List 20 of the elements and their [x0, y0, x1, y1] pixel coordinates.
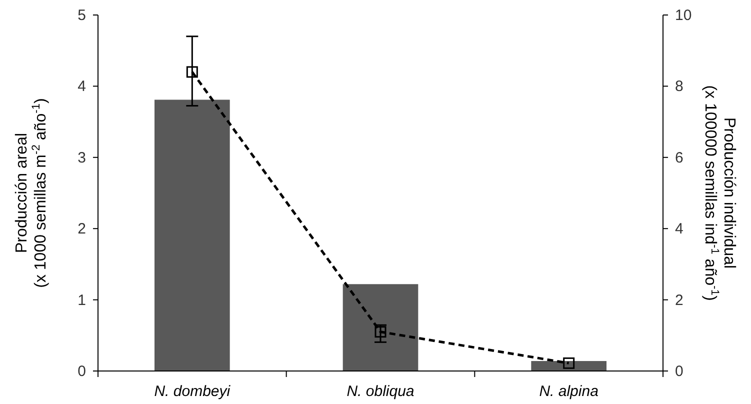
y2-tick-label: 0	[675, 363, 684, 380]
y2-tick-label: 8	[675, 78, 684, 96]
y2-tick-label: 6	[675, 149, 684, 166]
y2-tick-label: 10	[675, 7, 692, 24]
y2-tick-label: 4	[675, 220, 684, 238]
y-tick-label: 3	[78, 149, 86, 166]
point	[563, 357, 575, 369]
x-tick-label: N. alpina	[539, 383, 598, 400]
x-tick-label: N. obliqua	[346, 383, 414, 400]
y2-tick-label: 2	[675, 292, 684, 309]
x-tick-label: N. dombeyi	[154, 383, 231, 400]
y-tick-label: 4	[78, 78, 86, 96]
y-tick-label: 2	[78, 220, 86, 238]
bar	[154, 100, 230, 371]
y-tick-label: 0	[78, 363, 86, 380]
point	[186, 66, 198, 78]
point	[374, 326, 386, 338]
bar	[342, 284, 418, 371]
y-tick-label: 1	[78, 292, 86, 309]
y-tick-label: 5	[78, 7, 86, 24]
